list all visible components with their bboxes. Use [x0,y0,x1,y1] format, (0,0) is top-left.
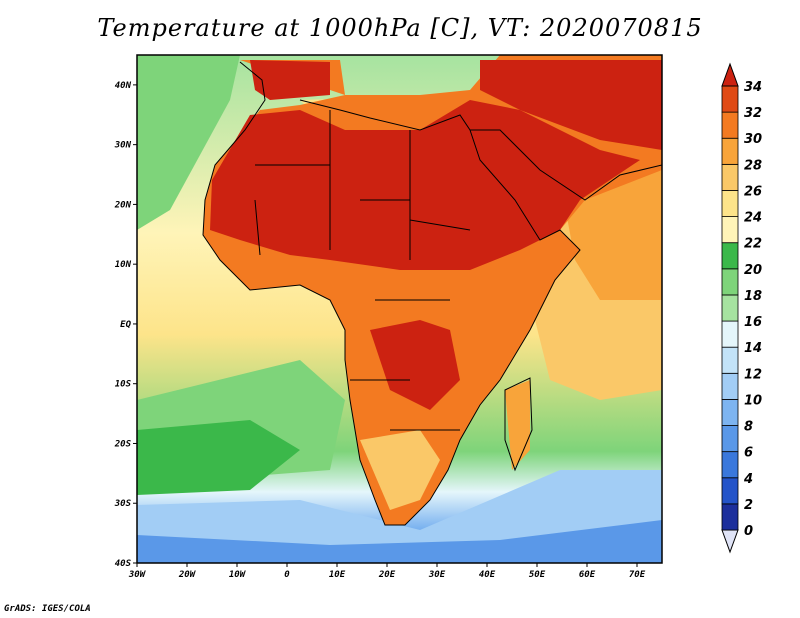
colorbar-label: 20 [744,263,762,278]
colorbar-label: 2 [744,498,753,513]
colorbar-segment [721,399,739,426]
lat-tick-label: 30N [114,141,132,151]
colorbar-segment [721,346,739,374]
colorbar-label: 8 [744,420,753,435]
lon-tick-label: 20E [378,570,396,580]
colorbar-label: 4 [743,472,753,487]
lon-tick-label: 40E [479,570,496,580]
colorbar-label: 28 [744,158,762,173]
colorbar-label: 24 [744,211,762,226]
colorbar-segment [721,190,739,217]
colorbar-label: 30 [744,132,762,147]
colorbar-underflow [721,529,739,554]
colorbar-segment [721,268,739,296]
page-title: Temperature at 1000hPa [C], VT: 20200708… [97,14,703,42]
colorbar-segment [721,85,739,113]
lon-tick-label: 20W [178,570,197,580]
colorbar-label: 18 [744,289,762,304]
lat-tick-label: 40N [115,81,132,91]
colorbar-segment [721,320,739,348]
colorbar-segment [721,294,739,322]
colorbar-segment [721,242,739,270]
colorbar-label: 14 [744,341,762,356]
colorbar-segment [721,372,739,400]
colorbar-label: 34 [744,80,762,95]
colorbar-overflow [721,62,739,87]
lon-tick-label: 70E [629,570,646,580]
lon-tick-label: 0 [284,570,290,580]
lat-tick-label: 30S [114,499,132,509]
lon-tick-label: 10E [329,570,346,580]
lon-tick-label: 10W [229,570,247,580]
lat-tick-label: EQ [120,320,131,330]
colorbar-label: 0 [744,524,753,539]
colorbar-label: 26 [744,184,762,199]
plot-frame [136,54,663,564]
colorbar-segment [721,425,739,453]
colorbar-segment [721,163,739,191]
colorbar-segment [721,216,739,244]
lat-tick-label: 20N [114,200,132,210]
lat-tick-label: 10S [115,380,132,390]
colorbar-segment [721,111,739,139]
colorbar-segment [721,137,739,165]
longitude-axis: 30W 20W 10W 0 10E 20E 30E 40E 50E 60E 70E [128,563,646,580]
lon-tick-label: 60E [579,570,596,580]
colorbar-label: 12 [744,367,762,382]
colorbar-segment [721,503,739,531]
colorbar-label: 32 [744,106,762,121]
colorbar-label: 10 [744,393,762,408]
lat-tick-label: 20S [114,439,132,449]
footer-credit: GrADS: IGES/COLA [4,604,91,614]
lon-tick-label: 30W [128,570,147,580]
lon-tick-label: 30E [428,570,446,580]
lat-tick-label: 40S [115,559,132,569]
colorbar-segment [721,451,739,479]
colorbar-label: 16 [744,315,762,330]
colorbar-label: 6 [744,446,753,461]
latitude-axis: 40N 30N 20N 10N EQ 10S 20S 30S 40S [114,81,137,569]
temperature-field [137,55,662,563]
coastlines [202,61,662,526]
colorbar-label: 22 [744,237,762,252]
lat-tick-label: 10N [115,260,132,270]
colorbar-segment [721,477,739,505]
lon-tick-label: 50E [529,570,546,580]
